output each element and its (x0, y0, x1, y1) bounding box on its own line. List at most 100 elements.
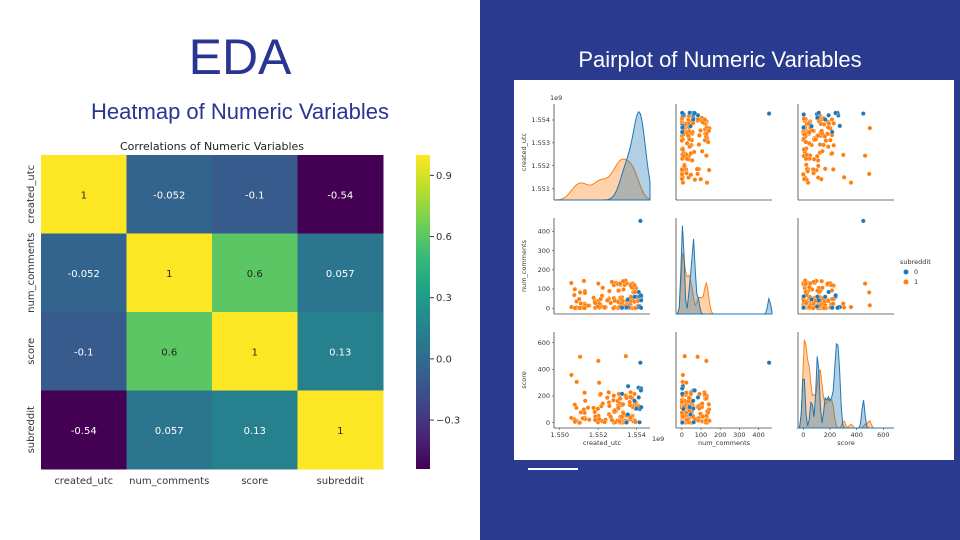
x-offset-label: 1e9 (652, 435, 664, 443)
heatmap-cell (297, 233, 384, 313)
scatter-point-1 (695, 354, 700, 360)
scatter-point-1 (609, 417, 615, 423)
scatter-point-1 (680, 414, 686, 420)
heatmap-cell-value: 0.13 (244, 426, 266, 437)
heatmap-cell-value: -0.1 (245, 190, 265, 201)
colorbar-tick-label: 0.6 (436, 232, 452, 243)
scatter-point-1 (821, 121, 827, 127)
y-axis-label: created_utc (520, 132, 528, 171)
scatter-point-1 (684, 140, 690, 146)
scatter-point-1 (609, 279, 615, 285)
scatter-point-1 (862, 153, 868, 159)
scatter-point-1 (806, 129, 812, 135)
scatter-point-1 (617, 418, 622, 424)
scatter-point-1 (679, 138, 685, 143)
scatter-point-1 (820, 285, 825, 291)
scatter-point-1 (619, 414, 625, 420)
scatter-point-1 (578, 410, 584, 415)
scatter-point-0 (638, 305, 644, 311)
heatmap-cell-value: 0.6 (161, 347, 177, 358)
scatter-point-1 (825, 281, 831, 286)
scatter-point-1 (582, 290, 588, 296)
scatter-point-1 (600, 285, 606, 291)
heatmap-cell (212, 233, 298, 313)
scatter-point-1 (841, 174, 847, 180)
x-tick-label: 200 (824, 431, 836, 439)
heatmap-cell (126, 233, 213, 313)
scatter-point-1 (607, 288, 612, 294)
scatter-point-1 (801, 116, 807, 121)
scatter-point-0 (690, 117, 696, 122)
heatmap-cell (41, 155, 127, 234)
legend-title: subreddit (900, 258, 931, 266)
scatter-point-0 (692, 110, 698, 116)
scatter-point-1 (819, 278, 825, 284)
heatmap-row-label: created_utc (26, 165, 37, 224)
scatter-point-0 (681, 406, 686, 412)
scatter-point-1 (803, 162, 809, 168)
scatter-point-0 (801, 112, 807, 117)
scatter-point-1 (807, 284, 812, 290)
heatmap-cell-value: 1 (337, 426, 343, 437)
scatter-point-1 (585, 303, 591, 308)
scatter-point-1 (825, 131, 831, 137)
scatter-point-1 (698, 128, 703, 133)
scatter-point-1 (578, 301, 584, 306)
heatmap-cell (212, 390, 298, 470)
colorbar-tick-label: 0.9 (436, 171, 452, 182)
y-axis-label: num_comments (520, 239, 528, 292)
scatter-point-1 (602, 304, 607, 310)
pairplot-subplot (797, 104, 894, 201)
heatmap-cell-value: 1 (166, 269, 172, 280)
kde-series-1 (553, 158, 651, 201)
heatmap-col-label: subreddit (317, 476, 364, 487)
heatmap-cell (126, 155, 213, 234)
y-tick-label: 300 (538, 247, 550, 255)
scatter-point-1 (705, 139, 711, 145)
kde-series-0 (554, 110, 651, 201)
pairplot-subplot (797, 218, 894, 315)
pairplot: 1.5511.5521.5531.5541e901002003004000200… (520, 94, 931, 447)
y-tick-label: 200 (538, 266, 550, 274)
scatter-point-1 (684, 170, 689, 176)
scatter-point-1 (825, 144, 831, 150)
x-tick-label: 1.552 (589, 431, 608, 439)
scatter-point-1 (577, 354, 583, 360)
y-tick-label: 200 (538, 392, 550, 400)
scatter-point-0 (860, 218, 866, 224)
scatter-point-1 (679, 167, 685, 172)
heatmap-cell (297, 390, 384, 470)
heatmap-row-label: subreddit (26, 406, 37, 453)
scatter-point-1 (830, 301, 836, 307)
legend-marker (903, 269, 909, 275)
scatter-point-0 (680, 125, 685, 130)
scatter-point-1 (569, 372, 574, 378)
scatter-point-1 (706, 128, 712, 134)
scatter-point-1 (831, 121, 837, 126)
scatter-point-0 (809, 297, 814, 302)
heatmap-cell-value: 0.057 (326, 269, 355, 280)
scatter-point-1 (815, 288, 820, 294)
x-tick-label: 0 (801, 431, 805, 439)
scatter-point-1 (682, 163, 687, 169)
scatter-point-0 (814, 304, 820, 309)
pairplot-subplot (675, 218, 773, 315)
scatter-point-1 (820, 148, 825, 154)
heatmap-cell-value: 0.6 (247, 269, 263, 280)
scatter-point-1 (612, 407, 618, 413)
scatter-point-0 (801, 125, 806, 130)
scatter-point-0 (822, 117, 828, 122)
scatter-point-0 (835, 305, 840, 311)
scatter-point-1 (632, 391, 637, 397)
heatmap-cell (297, 312, 384, 391)
scatter-point-0 (826, 289, 831, 295)
scatter-point-1 (615, 405, 621, 411)
scatter-point-1 (586, 417, 592, 423)
scatter-point-1 (811, 170, 816, 176)
scatter-point-1 (620, 401, 626, 407)
scatter-point-1 (680, 147, 686, 152)
heatmap-cell-value: 1 (252, 347, 258, 358)
scatter-point-1 (803, 139, 809, 145)
heatmap-cell-value: -0.052 (153, 190, 185, 201)
scatter-point-1 (692, 177, 698, 183)
